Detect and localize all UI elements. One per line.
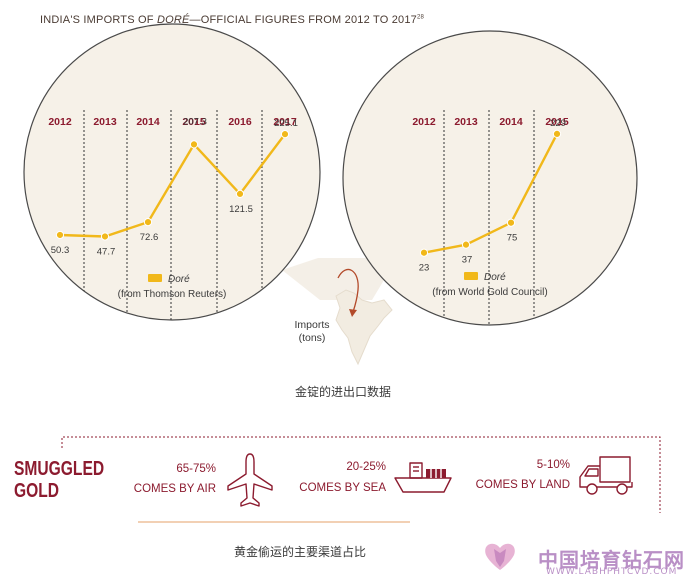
data-point: [143, 218, 153, 227]
route-air-text: COMES BY AIR: [133, 483, 216, 495]
route-land-pct: 5-10%: [536, 459, 570, 471]
route-land-text: COMES BY LAND: [475, 479, 570, 491]
india-map-icon: [335, 289, 393, 366]
data-label: 207.3: [183, 116, 207, 127]
year-tick-label: 2015: [182, 116, 206, 128]
import-arrow-head: [349, 309, 357, 317]
legend-left: Doré (from Thomson Reuters): [118, 274, 227, 300]
legend-left-name: Doré: [168, 274, 190, 285]
legend-right: Doré (from World Gold Council): [432, 272, 548, 298]
chart-left: 2012 2013 2014 2015 2016 2017 50.3 47.7 72.6 207.…: [48, 110, 298, 320]
data-label: 121.5: [229, 204, 253, 215]
data-label: 225.1: [274, 118, 298, 129]
chart-circle-right: [342, 30, 638, 326]
series-line: [423, 133, 559, 254]
data-label: 50.3: [51, 245, 70, 256]
chart-right: 2012 2013 2014 2015 23 37 75 229: [412, 110, 569, 325]
gold-bar-icon: [148, 274, 162, 282]
year-tick-label: 2017: [273, 116, 297, 128]
data-point: [506, 218, 516, 227]
airplane-icon: [227, 453, 273, 507]
year-tick-label: 2014: [499, 116, 523, 128]
data-label: 23: [419, 263, 430, 274]
data-label: 229: [550, 118, 566, 129]
series-line: [59, 133, 286, 238]
route-sea-pct: 20-25%: [346, 461, 386, 473]
smuggled-frame: [61, 436, 661, 513]
data-point: [419, 248, 429, 257]
year-tick-label: 2012: [412, 116, 436, 128]
data-point: [55, 230, 65, 240]
year-tick-label: 2012: [48, 116, 72, 128]
route-sea-text: COMES BY SEA: [299, 482, 386, 494]
watermark-url: WWW.LABHPHTCVD.COM: [546, 567, 678, 577]
map-label-imports: Imports: [294, 319, 329, 331]
connector-band: [282, 258, 390, 300]
legend-right-name: Doré: [484, 272, 506, 283]
truck-icon: [579, 456, 633, 495]
data-point: [461, 240, 471, 249]
smuggled-title: SMUGGLED GOLD: [14, 458, 105, 502]
route-air-pct: 65-75%: [176, 463, 216, 475]
year-tick-label: 2013: [93, 116, 117, 128]
chart-circle-left: [23, 23, 321, 321]
legend-left-source: (from Thomson Reuters): [118, 289, 227, 300]
year-tick-label: 2016: [228, 116, 252, 128]
watermark-logo: [485, 543, 515, 570]
india-map: Imports (tons): [294, 268, 393, 366]
year-tick-label: 2015: [545, 116, 569, 128]
year-tick-label: 2014: [136, 116, 160, 128]
watermark-text: 中国培育钻石网: [538, 548, 685, 572]
caption-bottom: 黄金偷运的主要渠道占比: [233, 545, 366, 559]
page-title: INDIA'S IMPORTS OF DORÉ—OFFICIAL FIGURES…: [40, 14, 425, 26]
data-point: [280, 130, 290, 139]
data-label: 75: [507, 233, 518, 244]
data-label: 37: [462, 255, 473, 266]
year-tick-label: 2013: [454, 116, 478, 128]
caption-top: 金锭的进出口数据: [294, 385, 391, 399]
data-label: 72.6: [140, 232, 159, 243]
data-point: [100, 232, 110, 241]
ship-icon: [394, 462, 452, 493]
data-point: [189, 140, 199, 149]
data-label: 47.7: [97, 246, 116, 257]
import-arrow-icon: [337, 268, 359, 313]
gold-bar-icon: [464, 272, 478, 280]
data-point: [235, 189, 245, 199]
map-label-unit: (tons): [299, 332, 326, 344]
data-point: [552, 129, 562, 138]
legend-right-source: (from World Gold Council): [432, 287, 547, 298]
